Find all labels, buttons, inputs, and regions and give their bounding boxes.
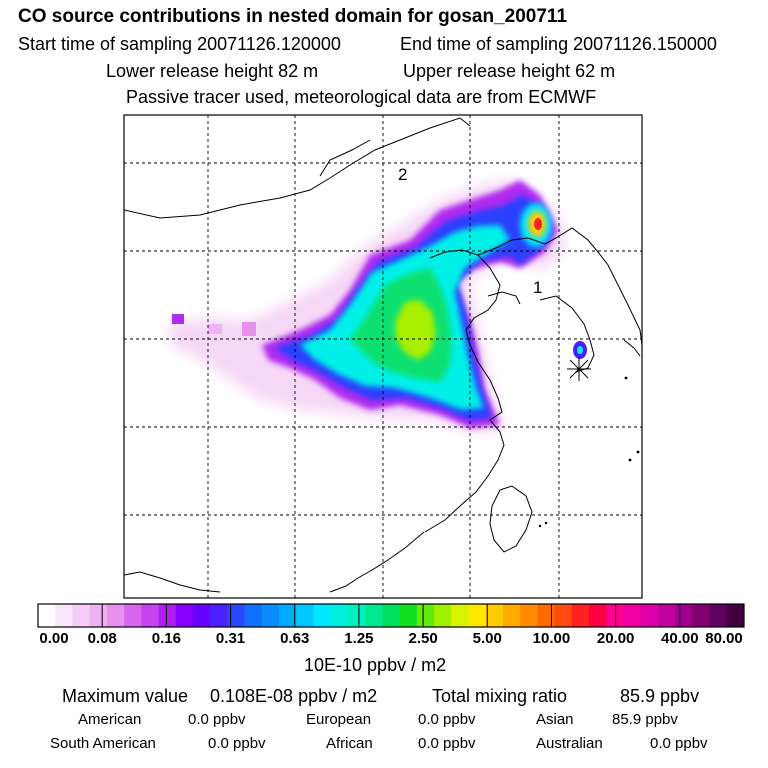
plume-speck — [172, 314, 184, 324]
total-mixing-label: Total mixing ratio — [432, 686, 568, 706]
colorbar-swatch — [382, 604, 401, 627]
colorbar-swatch — [210, 604, 228, 627]
colorbar-swatch — [606, 604, 624, 627]
colorbar-tick-label: 20.00 — [596, 630, 635, 647]
receptor-spot-core — [577, 346, 583, 354]
plume-speck — [242, 322, 256, 336]
colorbar-swatch — [55, 604, 73, 627]
colorbar-swatch — [347, 604, 366, 627]
region-name-australian: Australian — [536, 735, 603, 752]
colorbar-swatch — [416, 604, 435, 627]
colorbar-swatch — [675, 604, 693, 627]
colorbar-swatch — [692, 604, 711, 627]
region-name-american: American — [78, 711, 142, 728]
colorbar-swatch — [296, 604, 315, 627]
plume-yellowgreen — [395, 300, 436, 360]
colorbar-swatch — [485, 604, 504, 627]
region-name-asian: Asian — [536, 711, 574, 728]
start-time-text: Start time of sampling 20071126.120000 — [18, 34, 341, 54]
colorbar-swatch — [451, 604, 469, 627]
colorbar-swatch — [726, 604, 745, 627]
region-name-european: European — [306, 711, 372, 728]
region-value-australian: 0.0 ppbv — [650, 735, 708, 752]
colorbar-unit: 10E-10 ppbv / m2 — [304, 655, 447, 675]
region-value-south-american: 0.0 ppbv — [208, 735, 266, 752]
colorbar-swatch — [261, 604, 280, 627]
region-value-asian: 85.9 ppbv — [612, 711, 678, 728]
map-frame — [123, 114, 643, 599]
island-dots — [538, 376, 640, 528]
colorbar-swatch — [89, 604, 108, 627]
colorbar-swatch — [640, 604, 659, 627]
colorbar — [37, 603, 745, 628]
colorbar-swatch — [434, 604, 452, 627]
region-label-2: 2 — [398, 165, 407, 184]
colorbar-swatch — [468, 604, 487, 627]
colorbar-tick-label: 2.50 — [408, 630, 438, 647]
colorbar-tick-label: 10.00 — [532, 630, 571, 647]
colorbar-swatch — [124, 604, 142, 627]
upper-height-text: Upper release height 62 m — [403, 61, 616, 81]
map-plot-area — [124, 115, 642, 598]
region-value-european: 0.0 ppbv — [418, 711, 476, 728]
region-name-south-american: South American — [50, 735, 156, 752]
colorbar-swatch — [227, 604, 246, 627]
region-value-african: 0.0 ppbv — [418, 735, 476, 752]
colorbar-tick-label: 0.00 — [39, 630, 69, 647]
colorbar-tick-label: 0.63 — [280, 630, 310, 647]
plume-speck — [208, 324, 222, 334]
colorbar-swatch — [399, 604, 418, 627]
colorbar-swatch — [520, 604, 538, 627]
colorbar-swatch — [244, 604, 263, 627]
end-time-text: End time of sampling 20071126.150000 — [400, 34, 717, 54]
max-value: 0.108E-08 ppbv / m2 — [210, 686, 378, 706]
colorbar-swatch — [330, 604, 349, 627]
hotspot-core — [534, 218, 542, 230]
colorbar-tick-label: 40.00 — [661, 630, 699, 647]
lat-lon-grid — [124, 115, 642, 598]
colorbar-swatch — [279, 604, 297, 627]
region-name-african: African — [326, 735, 373, 752]
colorbar-swatch — [657, 604, 676, 627]
colorbar-tick-label: 0.31 — [215, 630, 246, 647]
colorbar-swatch — [365, 604, 383, 627]
lower-height-text: Lower release height 82 m — [106, 61, 319, 81]
colorbar-swatch — [709, 604, 728, 627]
colorbar-swatch — [72, 604, 91, 627]
total-mixing-value: 85.9 ppbv — [620, 686, 700, 706]
colorbar-swatch — [313, 604, 332, 627]
max-value-label: Maximum value — [62, 686, 189, 706]
colorbar-swatch — [141, 604, 160, 627]
page-title: CO source contributions in nested domain… — [18, 6, 568, 27]
region-label-1: 1 — [533, 278, 542, 297]
colorbar-frame — [37, 603, 745, 628]
colorbar-swatch — [192, 604, 211, 627]
colorbar-swatch — [623, 604, 642, 627]
colorbar-swatch — [175, 604, 194, 627]
tracer-note-text: Passive tracer used, meteorological data… — [126, 87, 597, 107]
colorbar-swatch — [589, 604, 607, 627]
colorbar-tick-label: 0.16 — [151, 630, 181, 647]
receptor-asterisk-marker — [567, 357, 591, 381]
colorbar-swatch — [554, 604, 573, 627]
colorbar-tick-label: 0.08 — [87, 630, 117, 647]
colorbar-swatch — [106, 604, 125, 627]
colorbar-tick-label: 5.00 — [472, 630, 502, 647]
colorbar-swatch — [537, 604, 556, 627]
region-value-american: 0.0 ppbv — [188, 711, 246, 728]
colorbar-swatch — [38, 604, 56, 627]
colorbar-swatch — [158, 604, 177, 627]
colorbar-tick-label: 80.00 — [705, 630, 743, 647]
colorbar-tick-label: 1.25 — [344, 630, 374, 647]
colorbar-swatch — [502, 604, 521, 627]
colorbar-swatch — [571, 604, 590, 627]
